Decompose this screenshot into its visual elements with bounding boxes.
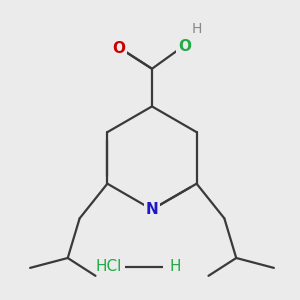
Text: HCl: HCl	[95, 260, 122, 274]
Text: O: O	[112, 41, 125, 56]
Text: H: H	[191, 22, 202, 36]
Text: N: N	[146, 202, 158, 217]
Text: H: H	[169, 260, 181, 274]
Text: O: O	[178, 40, 191, 55]
